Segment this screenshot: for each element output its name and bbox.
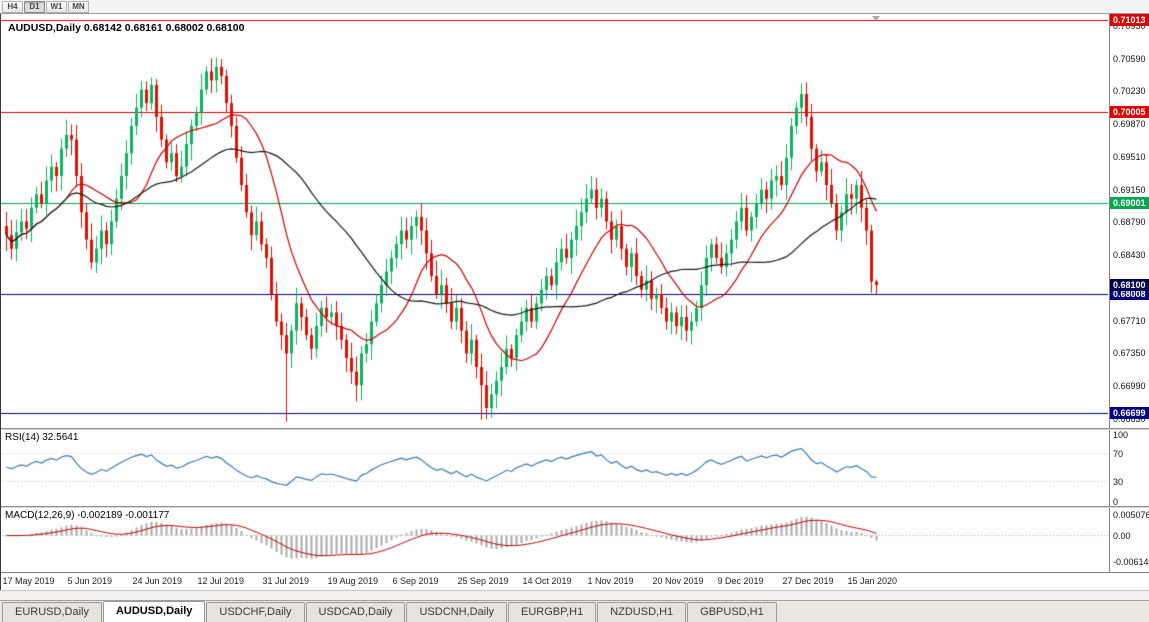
- rsi-axis-tick: 30: [1113, 476, 1124, 487]
- date-axis-label: 20 Nov 2019: [652, 576, 704, 586]
- chart-tab-audusd[interactable]: AUDUSD,Daily: [102, 601, 206, 622]
- price-line-badge-71013: 0.71013: [1110, 14, 1149, 27]
- chart-tab-eurusd[interactable]: EURUSD,Daily: [2, 602, 102, 622]
- date-axis-label: 6 Sep 2019: [392, 576, 439, 586]
- price-axis[interactable]: 0.709500.705900.702300.698700.695100.691…: [1109, 14, 1149, 428]
- price-line-badge-66699: 0.66699: [1110, 406, 1149, 419]
- macd-label: MACD(12,26,9) -0.002189 -0.001177: [5, 510, 170, 521]
- price-axis-tick: 0.66630: [1113, 413, 1146, 424]
- date-axis-label: 14 Oct 2019: [522, 576, 572, 586]
- price-axis-tick: 0.70590: [1113, 53, 1146, 64]
- macd-axis-tick: 0.00: [1113, 531, 1131, 542]
- chart-shift-marker[interactable]: [872, 16, 880, 21]
- rsi-axis-tick: 0: [1113, 497, 1119, 507]
- date-axis-label: 1 Nov 2019: [587, 576, 634, 586]
- rsi-axis-tick: 100: [1113, 430, 1129, 440]
- price-axis-tick: 0.68790: [1113, 217, 1146, 228]
- chart-left-border: [0, 14, 1, 590]
- time-axis[interactable]: 17 May 2019 5 Jun 2019 24 Jun 2019 12 Jul 2…: [0, 572, 1149, 590]
- timeframe-toolbar: H4 D1 W1 MN: [0, 0, 1149, 14]
- date-axis-label: 5 Jun 2019: [67, 576, 113, 586]
- chart-tab-nzdusd[interactable]: NZDUSD,H1: [597, 602, 687, 622]
- macd-canvas[interactable]: [0, 508, 1108, 572]
- date-axis-label: 17 May 2019: [2, 576, 55, 586]
- price-axis-tick: 0.67710: [1113, 315, 1146, 326]
- date-axis-label: 12 Jul 2019: [197, 576, 245, 586]
- price-axis-tick: 0.69510: [1113, 151, 1146, 162]
- price-axis-tick: 0.69870: [1113, 119, 1146, 130]
- chart-tab-gbpusd[interactable]: GBPUSD,H1: [687, 602, 777, 622]
- chart-tab-usdcnh[interactable]: USDCNH,Daily: [406, 602, 508, 622]
- date-axis-label: 25 Sep 2019: [457, 576, 509, 586]
- price-line-badge-70005: 0.70005: [1110, 105, 1149, 118]
- chart-tab-usdchf[interactable]: USDCHF,Daily: [206, 602, 305, 622]
- main-chart-panel: AUDUSD,Daily 0.68142 0.68161 0.68002 0.6…: [0, 14, 1149, 428]
- timeframe-button-w1[interactable]: W1: [46, 0, 67, 13]
- date-axis-label: 31 Jul 2019: [262, 576, 310, 586]
- bottom-strip: [0, 590, 1149, 600]
- timeframe-button-h4[interactable]: H4: [2, 0, 23, 13]
- price-line-badge-69001: 0.69001: [1110, 197, 1149, 210]
- price-axis-tick: 0.69150: [1113, 184, 1146, 195]
- rsi-canvas[interactable]: [0, 430, 1108, 506]
- chart-tab-eurgbp[interactable]: EURGBP,H1: [508, 602, 597, 622]
- price-axis-tick: 0.66990: [1113, 381, 1146, 392]
- main-chart-canvas[interactable]: [0, 14, 1108, 428]
- chart-tab-usdcad[interactable]: USDCAD,Daily: [305, 602, 406, 622]
- chart-tab-bar: EURUSD,Daily AUDUSD,Daily USDCHF,Daily USDC…: [0, 600, 1149, 622]
- panel-splitter[interactable]: [0, 506, 1149, 508]
- macd-axis-tick: -0.006148: [1113, 557, 1149, 568]
- panel-splitter[interactable]: [0, 428, 1149, 430]
- date-axis-label: 15 Jan 2020: [847, 576, 898, 586]
- date-axis-label: 27 Dec 2019: [782, 576, 834, 586]
- price-axis-tick: 0.67350: [1113, 348, 1146, 359]
- chart-title: AUDUSD,Daily 0.68142 0.68161 0.68002 0.6…: [8, 22, 245, 34]
- rsi-axis[interactable]: 100 70 30 0: [1109, 430, 1149, 507]
- current-price-badge: 0.68100: [1110, 279, 1149, 292]
- date-axis-label: 24 Jun 2019: [132, 576, 183, 586]
- date-axis-label: 9 Dec 2019: [717, 576, 764, 586]
- timeframe-button-mn[interactable]: MN: [68, 0, 89, 13]
- rsi-panel: RSI(14) 32.5641 100 70 30 0: [0, 430, 1149, 507]
- rsi-axis-tick: 70: [1113, 449, 1124, 460]
- price-axis-tick: 0.68430: [1113, 250, 1146, 261]
- macd-axis-tick: 0.005076: [1113, 510, 1149, 521]
- macd-panel: MACD(12,26,9) -0.002189 -0.001177 0.0050…: [0, 508, 1149, 572]
- price-axis-tick: 0.70230: [1113, 86, 1146, 97]
- timeframe-button-d1[interactable]: D1: [24, 0, 45, 13]
- macd-axis[interactable]: 0.005076 0.00 -0.006148: [1109, 508, 1149, 572]
- rsi-label: RSI(14) 32.5641: [5, 432, 79, 443]
- date-axis-label: 19 Aug 2019: [327, 576, 379, 586]
